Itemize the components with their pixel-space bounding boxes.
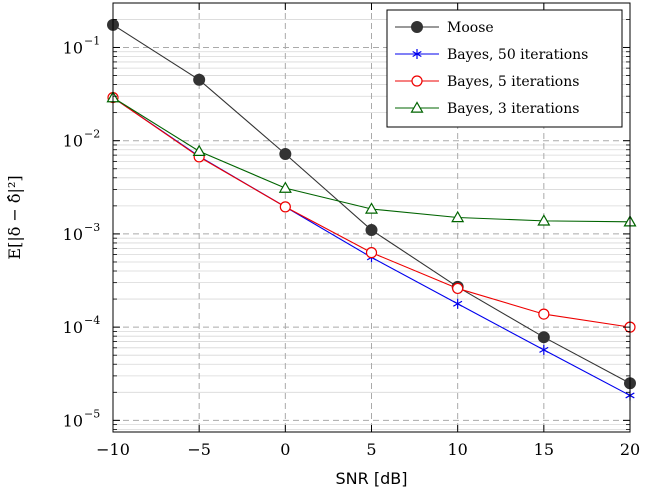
legend-entry: Moose <box>395 20 494 36</box>
y-tick-exponent: −5 <box>84 407 100 420</box>
y-tick-exponent: −4 <box>84 314 100 327</box>
legend-marker <box>411 75 423 87</box>
y-tick-label: 10 <box>63 225 83 244</box>
data-point <box>192 144 206 157</box>
y-axis-label: E[|δ − δ̂|²] <box>5 175 24 259</box>
y-tick-label: 10 <box>63 38 83 57</box>
axes <box>112 2 631 433</box>
legend: Moose Bayes, 50 iterations Bayes, 5 iterat… <box>386 9 623 128</box>
y-tick-exponent: −1 <box>84 34 100 47</box>
data-point <box>453 298 463 309</box>
x-axis-label: SNR [dB] <box>336 469 408 488</box>
legend-label: Bayes, 5 iterations <box>447 74 579 90</box>
y-tick-label: 10 <box>63 411 83 430</box>
x-tick-label: 15 <box>534 440 554 459</box>
legend-entry: Bayes, 50 iterations <box>395 47 588 63</box>
y-tick-exponent: −3 <box>84 221 100 234</box>
legend-marker <box>411 21 423 33</box>
asterisk-stroke <box>453 300 463 307</box>
data-point <box>279 147 292 160</box>
asterisk-stroke <box>539 346 549 353</box>
data-point <box>539 344 549 355</box>
legend-label: Bayes, 3 iterations <box>447 101 579 117</box>
legend-marker <box>412 49 422 59</box>
y-tick-label: 10 <box>63 132 83 151</box>
data-point <box>279 201 291 213</box>
data-point <box>365 224 378 237</box>
x-tick-label: 0 <box>280 440 290 459</box>
x-tick-label: 10 <box>447 440 467 459</box>
y-axis-label-text: E[|δ − δ̂|²] <box>5 175 24 259</box>
y-tick-exponent: −2 <box>84 128 100 141</box>
data-point <box>537 214 551 226</box>
data-point <box>537 331 550 344</box>
y-tick-label: 10 <box>63 318 83 337</box>
data-point <box>451 210 465 223</box>
x-tick-label: −10 <box>96 440 130 459</box>
legend-entry: Bayes, 5 iterations <box>395 74 579 90</box>
data-point <box>193 73 206 86</box>
data-point <box>364 202 379 214</box>
asterisk-stroke <box>412 50 422 58</box>
legend-entry: Bayes, 3 iterations <box>395 101 579 117</box>
legend-label: Bayes, 50 iterations <box>447 47 588 63</box>
legend-label: Moose <box>447 20 494 36</box>
data-point <box>365 247 378 259</box>
x-tick-label: −5 <box>187 440 211 459</box>
data-point <box>452 282 464 295</box>
tick-labels: 10−110−210−310−410 −5−10 −5 0 5 10 15 20 <box>63 34 641 459</box>
x-tick-label: 5 <box>366 440 376 459</box>
legend-marker <box>410 101 424 113</box>
data-point <box>538 308 550 320</box>
x-tick-label: 20 <box>620 440 640 459</box>
data-point <box>278 181 292 193</box>
